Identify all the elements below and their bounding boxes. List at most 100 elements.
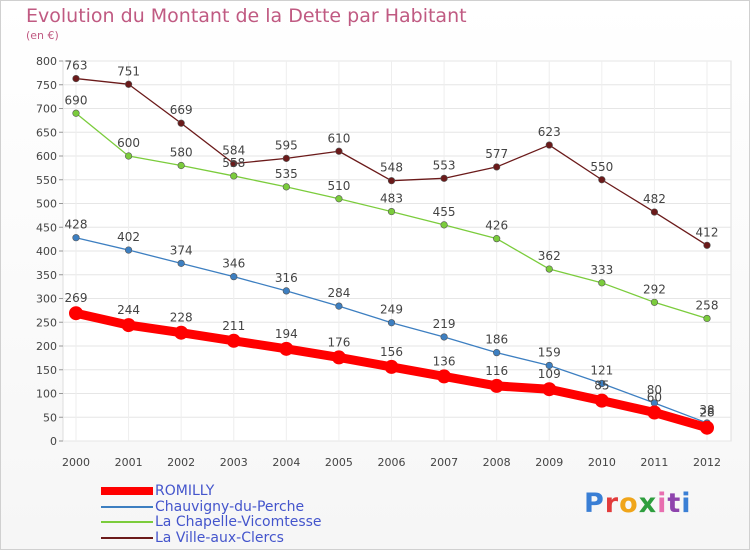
data-label-3-8: 577	[485, 147, 508, 161]
data-label-3-9: 623	[538, 125, 561, 139]
gridlines	[59, 60, 731, 442]
series-3	[72, 74, 711, 249]
legend-label-chauvigny: Chauvigny-du-Perche	[155, 498, 305, 515]
series-layer	[69, 74, 714, 435]
data-point-0-4	[279, 341, 294, 356]
data-label-0-9: 109	[538, 367, 561, 381]
data-label-0-0: 269	[65, 291, 88, 305]
data-label-0-3: 211	[222, 319, 245, 333]
data-point-0-2	[174, 325, 189, 340]
data-label-3-2: 669	[170, 103, 193, 117]
y-tick-label-100: 100	[36, 388, 57, 401]
data-label-2-10: 333	[590, 263, 613, 277]
series-1	[72, 234, 711, 427]
data-label-3-11: 482	[643, 192, 666, 206]
data-point-3-6	[387, 177, 396, 185]
data-label-0-4: 194	[275, 327, 298, 341]
data-point-0-6	[384, 359, 399, 374]
data-labels-layer: 763 751 669 584 595 610 548 553 577 623 550 482 412 6…	[65, 59, 719, 420]
data-label-1-4: 316	[275, 271, 298, 285]
data-label-2-4: 535	[275, 167, 298, 181]
data-point-2-5	[335, 195, 343, 203]
data-label-2-8: 426	[485, 219, 508, 233]
data-point-0-9	[542, 382, 557, 397]
data-label-2-0: 690	[65, 93, 88, 107]
logo-letter: i	[657, 488, 668, 519]
x-tick-label-2008: 2008	[483, 456, 511, 469]
data-label-1-12: 38	[699, 403, 714, 417]
x-axis-ticks: 2000 2001 2002 2003 2004 2005 2006 2007 2008 2009…	[62, 456, 721, 469]
proxiti-logo: Proxiti	[584, 488, 692, 519]
data-point-1-9	[545, 361, 553, 370]
y-tick-label-350: 350	[36, 269, 57, 282]
data-label-3-6: 548	[380, 161, 403, 175]
data-point-3-4	[282, 154, 290, 162]
legend-swatch-romilly	[101, 487, 153, 495]
data-point-2-8	[493, 235, 501, 243]
data-point-0-8	[489, 378, 504, 393]
logo-letter: r	[604, 488, 620, 519]
data-point-1-8	[493, 349, 501, 357]
y-tick-label-50: 50	[43, 411, 57, 424]
data-point-0-12	[700, 420, 714, 435]
x-tick-label-2007: 2007	[430, 456, 458, 469]
data-point-3-10	[598, 176, 606, 184]
data-point-3-9	[545, 141, 553, 149]
data-point-0-10	[594, 393, 609, 408]
data-point-0-1	[121, 318, 136, 333]
legend-swatch-la-ville	[101, 536, 153, 539]
data-point-0-0	[69, 306, 83, 321]
data-label-1-11: 80	[647, 383, 662, 397]
data-point-1-3	[230, 273, 238, 281]
data-point-2-1	[124, 152, 133, 160]
y-tick-label-700: 700	[36, 103, 57, 116]
y-tick-label-600: 600	[36, 150, 57, 163]
chart-title: Evolution du Montant de la Dette par Hab…	[26, 5, 467, 27]
data-point-2-6	[387, 207, 396, 216]
x-tick-label-2012: 2012	[693, 456, 721, 469]
legend-swatch-la-chapelle	[101, 521, 153, 523]
data-label-3-12: 412	[696, 225, 719, 239]
data-point-1-10	[598, 379, 606, 388]
data-point-3-5	[335, 147, 343, 155]
data-point-2-11	[650, 298, 659, 306]
data-label-0-2: 228	[170, 311, 193, 325]
y-tick-label-800: 800	[36, 55, 57, 68]
data-label-1-1: 402	[117, 230, 140, 244]
data-label-3-10: 550	[590, 160, 613, 174]
legend-label-la-chapelle: La Chapelle-Vicomtesse	[155, 514, 322, 530]
y-tick-label-550: 550	[36, 174, 57, 187]
y-tick-label-300: 300	[36, 293, 57, 306]
data-label-3-5: 610	[327, 131, 350, 145]
data-label-1-8: 186	[485, 333, 508, 347]
data-label-3-1: 751	[117, 64, 140, 78]
y-axis-ticks: 0 50 100 150 200 250 300 350 400 450 500 550 600 650 7…	[36, 55, 57, 448]
y-tick-label-500: 500	[36, 198, 57, 211]
data-label-2-6: 483	[380, 192, 403, 206]
data-label-1-9: 159	[538, 345, 561, 359]
y-tick-label-150: 150	[36, 364, 57, 377]
data-point-3-11	[650, 208, 659, 216]
logo-letter: x	[638, 488, 658, 519]
data-point-2-0	[72, 109, 80, 117]
data-point-1-1	[124, 246, 133, 254]
data-label-0-10: 85	[594, 379, 609, 393]
data-label-0-8: 116	[485, 364, 508, 378]
data-label-2-3: 558	[222, 156, 245, 170]
y-tick-label-450: 450	[36, 221, 57, 234]
data-point-0-5	[331, 350, 346, 365]
logo-letter: t	[667, 488, 682, 519]
y-tick-label-0: 0	[50, 435, 57, 448]
data-label-0-12: 28	[699, 406, 714, 420]
data-label-1-5: 284	[327, 286, 350, 300]
data-label-1-10: 121	[590, 364, 613, 378]
x-tick-label-2002: 2002	[167, 456, 195, 469]
x-tick-label-2011: 2011	[640, 456, 668, 469]
y-tick-label-200: 200	[36, 340, 57, 353]
data-point-1-0	[72, 234, 80, 242]
legend-swatch-chauvigny	[101, 505, 153, 508]
y-tick-label-250: 250	[36, 316, 57, 329]
data-point-1-5	[335, 302, 343, 310]
data-point-1-4	[282, 287, 290, 295]
series-0	[69, 306, 714, 435]
